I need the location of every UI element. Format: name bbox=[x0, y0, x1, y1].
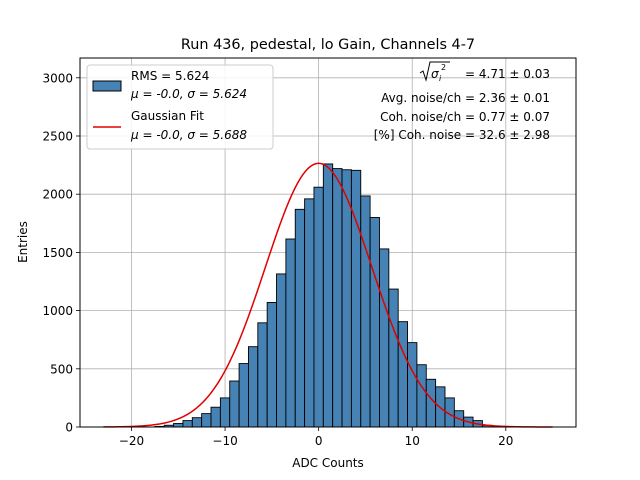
y-axis-ticks: 0 500 1000 1500 2000 2500 3000 bbox=[42, 71, 80, 435]
histogram-bar bbox=[276, 273, 287, 428]
x-tick-label: −10 bbox=[212, 434, 237, 448]
histogram-bar bbox=[191, 417, 203, 428]
x-axis-ticks: −20 −10 0 10 20 bbox=[119, 427, 513, 448]
annotation-coh-noise-percent: [%] Coh. noise = 32.6 ± 2.98 bbox=[374, 128, 550, 142]
y-axis-label: Entries bbox=[16, 221, 30, 263]
legend-fit-line1: Gaussian Fit bbox=[131, 109, 204, 123]
histogram-bar bbox=[182, 420, 193, 428]
histogram-bar bbox=[304, 198, 315, 428]
histogram-bar bbox=[369, 217, 380, 428]
gaussian-fit bbox=[103, 162, 553, 428]
histogram-bar bbox=[238, 363, 249, 428]
y-tick-label: 2500 bbox=[42, 129, 73, 143]
histogram-bar bbox=[266, 301, 277, 428]
x-tick-label: 20 bbox=[498, 434, 513, 448]
legend: RMS = 5.624 μ = -0.0, σ = 5.624 Gaussian… bbox=[86, 64, 274, 150]
histogram-bar bbox=[285, 238, 296, 428]
sigma-superscript: 2 bbox=[441, 63, 446, 72]
histogram-bar bbox=[350, 169, 362, 428]
histogram-bar bbox=[294, 208, 306, 428]
histogram-bars bbox=[154, 163, 493, 428]
histogram-bar bbox=[210, 406, 221, 428]
sigma-sqrt-symbol: σ i 2 bbox=[419, 61, 450, 83]
x-tick-label: 10 bbox=[405, 434, 420, 448]
histogram-bar bbox=[322, 163, 334, 428]
histogram-bar bbox=[341, 169, 352, 428]
x-tick-label: −20 bbox=[119, 434, 144, 448]
legend-box bbox=[86, 64, 274, 150]
histogram-bar bbox=[201, 413, 212, 428]
noise-annotations: σ i 2 = 4.71 ± 0.03 Avg. noise/ch = 2.36… bbox=[374, 61, 550, 142]
annotation-coh-noise: Coh. noise/ch = 0.77 ± 0.07 bbox=[380, 110, 550, 124]
histogram-bar bbox=[332, 168, 343, 428]
histogram-bar bbox=[416, 364, 427, 428]
y-tick-label: 0 bbox=[65, 421, 73, 435]
histogram-bar bbox=[229, 380, 240, 428]
histogram-bar bbox=[173, 423, 184, 428]
histogram-bar bbox=[407, 342, 418, 428]
plot-frame bbox=[79, 57, 577, 428]
histogram-bar bbox=[313, 186, 324, 428]
x-tick-label: 0 bbox=[315, 434, 323, 448]
fit-curve bbox=[103, 162, 553, 428]
annotation-avg-noise: Avg. noise/ch = 2.36 ± 0.01 bbox=[381, 91, 550, 105]
y-tick-label: 2000 bbox=[42, 188, 73, 202]
histogram-bar bbox=[248, 346, 259, 428]
histogram-bar bbox=[219, 397, 231, 428]
y-tick-label: 1500 bbox=[42, 246, 73, 260]
histogram-bar bbox=[379, 248, 390, 428]
y-tick-label: 500 bbox=[50, 362, 73, 376]
sigma-subscript: i bbox=[439, 74, 442, 83]
histogram-bar bbox=[425, 378, 437, 428]
legend-hist-line1: RMS = 5.624 bbox=[131, 69, 209, 83]
legend-fit-line2: μ = -0.0, σ = 5.688 bbox=[130, 128, 247, 142]
annotation-sigma-total: = 4.71 ± 0.03 bbox=[461, 67, 550, 81]
x-axis-label: ADC Counts bbox=[292, 456, 364, 470]
histogram-bar bbox=[397, 321, 408, 428]
y-tick-label: 3000 bbox=[42, 71, 73, 85]
histogram-bar bbox=[388, 288, 399, 428]
sigma-symbol: σ bbox=[431, 67, 439, 81]
legend-hist-line2: μ = -0.0, σ = 5.624 bbox=[130, 87, 247, 101]
legend-patch-histogram bbox=[92, 80, 122, 92]
histogram-bar bbox=[360, 195, 371, 428]
y-tick-label: 1000 bbox=[42, 304, 73, 318]
chart-title: Run 436, pedestal, lo Gain, Channels 4-7 bbox=[181, 37, 475, 53]
histogram-bar bbox=[257, 322, 268, 428]
